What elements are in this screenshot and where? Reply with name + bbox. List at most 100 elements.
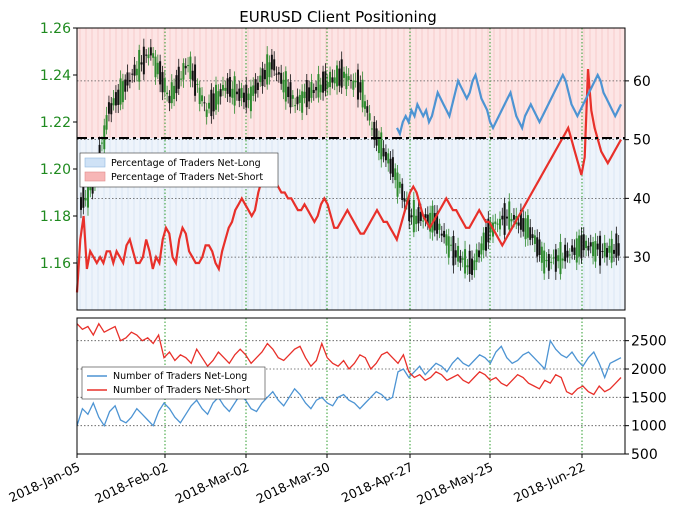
candle-body: [489, 221, 492, 233]
candle-body: [478, 250, 481, 258]
candle-body: [84, 197, 87, 201]
legend-label-net-short-count: Number of Traders Net-Short: [113, 385, 250, 396]
candle-body: [568, 254, 571, 256]
candle-body: [403, 198, 406, 202]
candle-body: [121, 81, 124, 103]
candle-body: [613, 249, 616, 254]
candle-body: [408, 200, 411, 222]
candle-body: [233, 76, 236, 106]
candle-body: [147, 54, 150, 59]
candle-body: [305, 80, 308, 108]
candle-body: [322, 71, 325, 93]
candle-body: [324, 71, 327, 91]
candle-body: [447, 236, 450, 258]
candle-body: [152, 53, 155, 58]
bottom-legend-box: [81, 366, 266, 400]
candle-body: [412, 199, 415, 233]
candle-body: [578, 235, 581, 257]
candle-body: [263, 69, 266, 80]
candle-body: [135, 68, 138, 76]
candle-body: [268, 62, 271, 78]
candle-body: [547, 254, 550, 271]
candle-body: [538, 239, 541, 255]
candle-body: [419, 211, 422, 221]
candle-body: [561, 258, 564, 261]
candle-body: [603, 242, 606, 257]
candle-body: [163, 78, 166, 93]
candle-body: [187, 64, 190, 67]
candle-body: [105, 115, 108, 130]
candle-body: [82, 186, 85, 208]
candle-body: [545, 259, 548, 262]
bottom-right-tick-label: 500: [631, 447, 658, 463]
candle-body: [410, 215, 413, 218]
candle-body: [526, 215, 529, 238]
candle-body: [156, 62, 159, 75]
candle-body: [452, 236, 455, 266]
top-series-lines: [75, 69, 622, 293]
candle-body: [377, 137, 380, 154]
candle-body: [145, 54, 148, 56]
candle-body: [256, 82, 259, 91]
candle-body: [291, 95, 294, 99]
candle-body: [89, 186, 92, 191]
candle-body: [485, 227, 487, 251]
candle-body: [315, 86, 318, 91]
candle-body: [394, 168, 397, 181]
bottom-panel-frame: [76, 317, 626, 455]
x-tick-label: 2018-Feb-02: [92, 459, 170, 506]
eurusd-candles: [80, 38, 620, 282]
candle-body: [461, 258, 464, 260]
candle-body: [142, 46, 145, 75]
right-tick-label: 60: [633, 74, 651, 90]
candle-body: [615, 233, 618, 258]
candle-body: [221, 84, 224, 91]
candle-body: [443, 230, 446, 238]
candle-body: [533, 235, 536, 244]
legend-swatch-net-short: [84, 171, 106, 182]
candle-body: [170, 82, 173, 104]
right-tick-label: 30: [633, 250, 651, 266]
left-tick-label: 1.18: [40, 209, 71, 225]
candle-body: [580, 235, 583, 259]
candle-body: [231, 88, 234, 98]
candle-body: [356, 69, 359, 100]
candle-body: [177, 66, 180, 89]
left-tick-label: 1.24: [40, 68, 71, 84]
candle-body: [422, 220, 425, 222]
candle-body: [128, 80, 131, 82]
candle-body: [480, 243, 483, 255]
net-short-count-line: [76, 322, 622, 396]
candle-body: [345, 73, 348, 90]
x-tick-label: 2018-Apr-27: [339, 459, 415, 505]
candle-body: [587, 245, 590, 251]
bottom-legend: Number of Traders Net-Long Number of Tra…: [81, 366, 266, 400]
net-short-percentage-line: [75, 69, 622, 293]
candle-body: [391, 157, 394, 177]
candle-body: [366, 106, 369, 113]
candle-body: [107, 102, 110, 114]
candle-body: [596, 243, 599, 250]
candle-body: [110, 103, 113, 115]
candle-body: [114, 92, 117, 106]
left-tick-label: 1.26: [40, 21, 71, 37]
candle-body: [431, 205, 434, 233]
candle-body: [319, 84, 322, 93]
top-legend: Percentage of Traders Net-Long Percentag…: [79, 152, 279, 188]
candle-body: [433, 213, 436, 231]
candle-body: [282, 79, 285, 93]
candle-body: [424, 214, 427, 219]
candle-body: [119, 78, 122, 105]
candle-body: [494, 221, 497, 224]
candle-body: [273, 59, 276, 71]
candle-body: [522, 218, 525, 232]
candle-body: [240, 87, 243, 98]
candle-body: [133, 64, 136, 76]
candle-body: [270, 54, 273, 70]
candle-body: [599, 235, 602, 266]
candle-body: [466, 265, 469, 268]
candle-body: [487, 218, 490, 243]
candle-body: [173, 85, 176, 100]
candle-body: [191, 70, 194, 81]
